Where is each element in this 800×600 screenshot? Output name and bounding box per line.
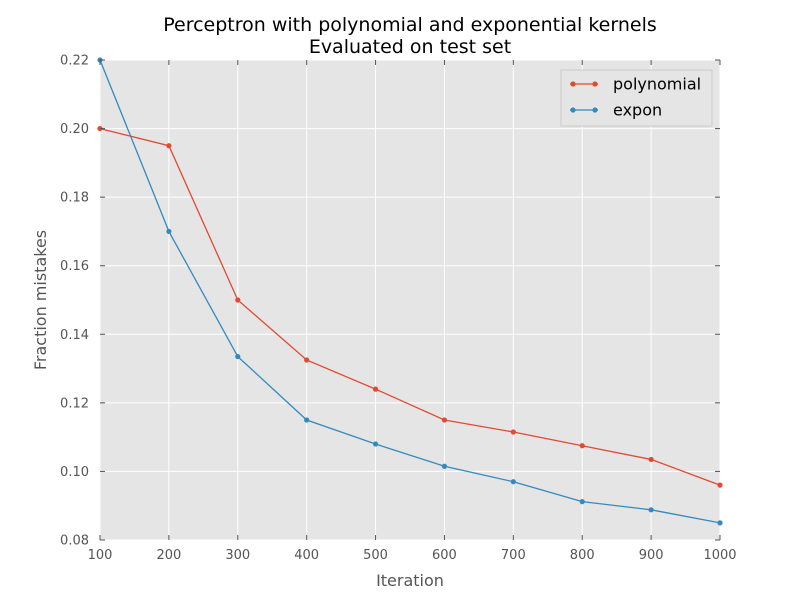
y-tick-label: 0.12 xyxy=(60,396,89,411)
data-point-expon xyxy=(648,507,654,513)
data-point-expon xyxy=(372,441,379,447)
ticks: 100 200 300 400 500 600 700 800 900 1000 0.08 0.10 0… xyxy=(60,54,737,564)
chart-title: Perceptron with polynomial and exponenti… xyxy=(163,14,657,36)
y-tick-label: 0.22 xyxy=(60,54,89,69)
series-line-polynomial xyxy=(99,127,721,486)
x-tick-label: 600 xyxy=(432,548,457,563)
series-layer xyxy=(97,57,723,526)
x-tick-label: 700 xyxy=(501,548,526,563)
x-tick-label: 800 xyxy=(570,548,595,563)
data-point-polynomial xyxy=(717,482,723,488)
legend-label-expon: expon xyxy=(613,101,662,120)
x-tick-label: 100 xyxy=(88,548,113,563)
y-tick-label: 0.14 xyxy=(60,328,89,343)
grid xyxy=(99,59,721,541)
data-point-polynomial xyxy=(304,357,310,363)
data-point-polynomial xyxy=(648,456,654,463)
legend-marker-polynomial xyxy=(592,81,598,87)
data-point-expon xyxy=(510,479,516,485)
x-tick-label: 200 xyxy=(156,548,181,563)
legend-marker-expon xyxy=(592,107,598,113)
legend-marker-expon xyxy=(570,107,576,113)
data-point-expon xyxy=(166,228,172,235)
legend-box xyxy=(560,69,713,127)
x-tick-label: 400 xyxy=(294,548,319,563)
data-point-polynomial xyxy=(166,143,172,149)
data-point-expon xyxy=(304,417,310,423)
data-point-polynomial xyxy=(372,386,379,392)
chart-subtitle: Evaluated on test set xyxy=(309,36,511,58)
y-axis-label: Fraction mistakes xyxy=(31,230,50,370)
y-tick-label: 0.16 xyxy=(60,259,89,274)
y-tick-label: 0.18 xyxy=(60,191,89,206)
data-point-polynomial xyxy=(510,429,516,435)
legend-marker-polynomial xyxy=(570,81,576,87)
data-point-expon xyxy=(235,353,241,360)
legend-label-polynomial: polynomial xyxy=(613,75,701,94)
data-point-polynomial xyxy=(235,297,241,303)
plot-area xyxy=(100,60,720,540)
data-point-expon xyxy=(579,499,585,505)
data-point-expon xyxy=(717,520,723,526)
x-tick-label: 500 xyxy=(363,548,388,563)
data-point-polynomial xyxy=(441,417,448,423)
data-point-expon xyxy=(441,463,448,469)
x-tick-label: 900 xyxy=(639,548,664,563)
y-tick-label: 0.08 xyxy=(60,534,89,549)
y-tick-label: 0.10 xyxy=(60,465,89,480)
x-axis-label: Iteration xyxy=(376,571,444,590)
x-tick-label: 300 xyxy=(225,548,250,563)
y-tick-label: 0.20 xyxy=(60,122,89,137)
legend: polynomial expon xyxy=(560,69,713,127)
series-line-expon xyxy=(99,59,721,524)
data-point-polynomial xyxy=(579,443,585,449)
x-tick-label: 1000 xyxy=(703,548,736,563)
